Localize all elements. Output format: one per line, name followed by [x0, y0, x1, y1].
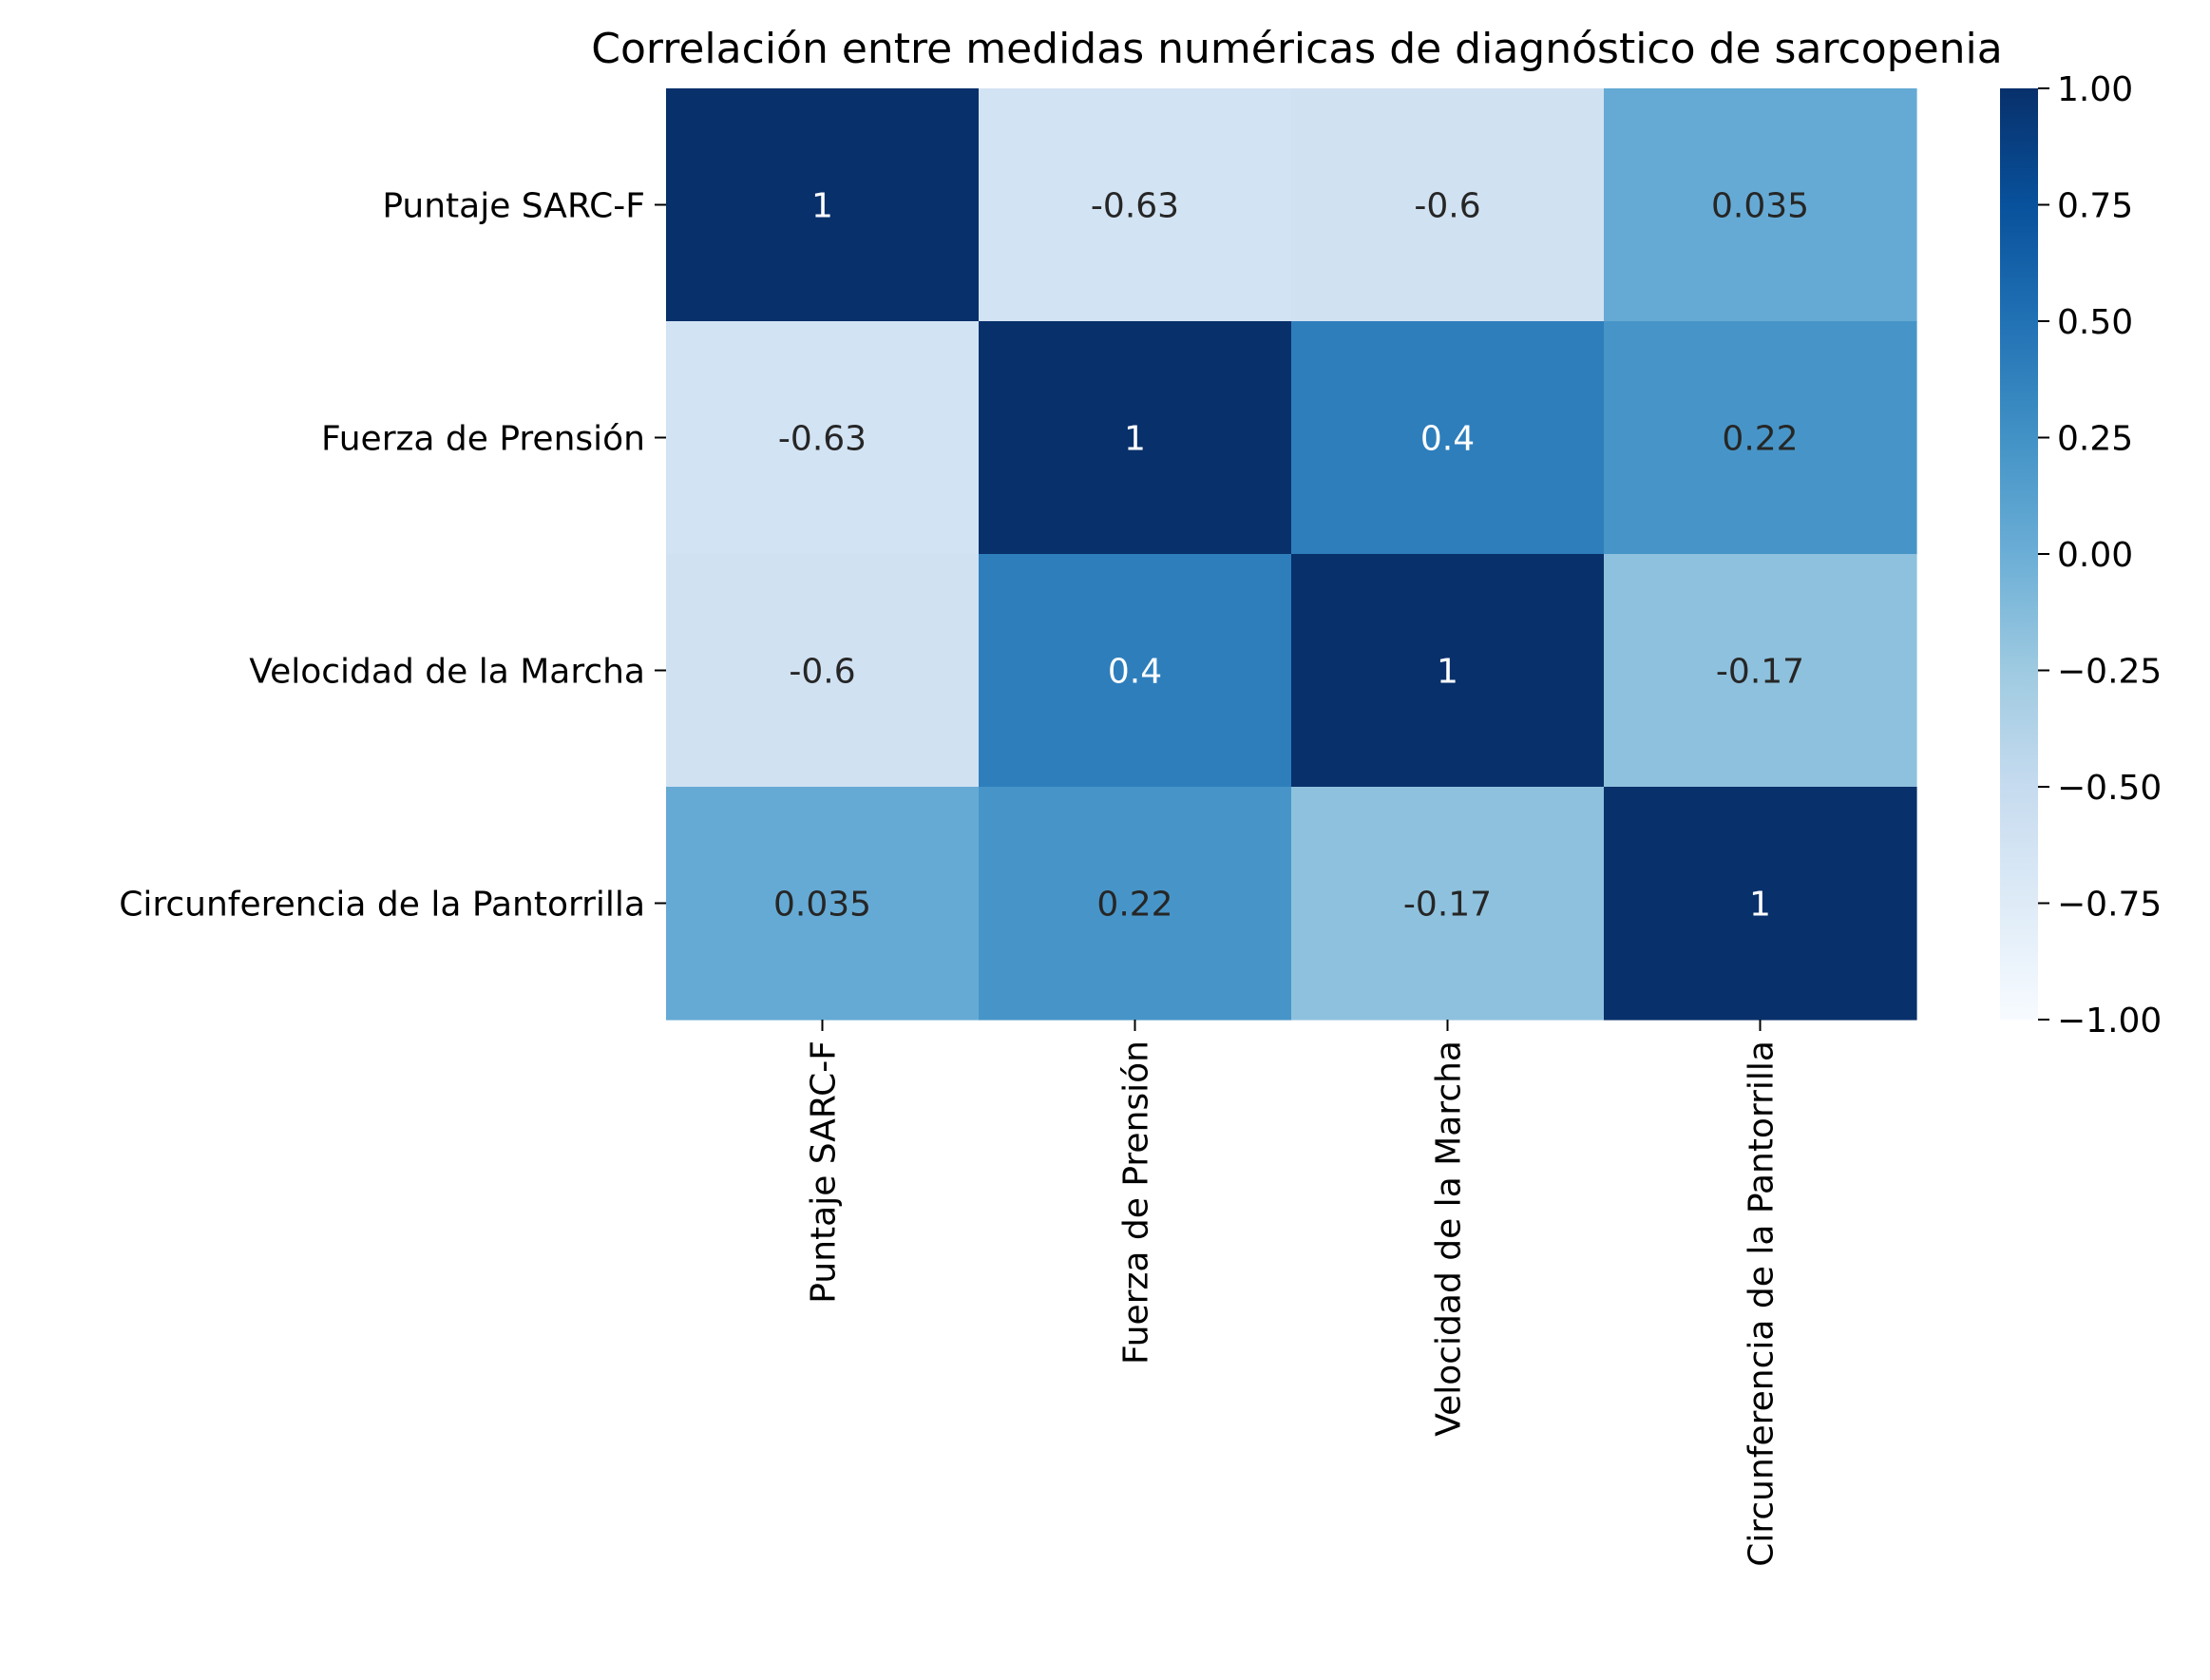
y-tick-label: Velocidad de la Marcha [249, 653, 645, 692]
heatmap-cell [1291, 554, 1605, 788]
colorbar-tick-label: −0.50 [2057, 769, 2162, 808]
heatmap-cell [666, 554, 980, 788]
cell-value-label: 0.22 [1096, 886, 1172, 925]
cell-value-label: 0.22 [1722, 420, 1798, 459]
colorbar-tick-label: 0.25 [2057, 420, 2133, 459]
heatmap-cell [666, 321, 980, 555]
colorbar-tick-label: 0.00 [2057, 536, 2133, 575]
x-tick-label: Velocidad de la Marcha [1430, 1040, 1469, 1437]
heatmap-cell [1291, 787, 1605, 1021]
colorbar-tick-label: 0.50 [2057, 303, 2133, 342]
cell-value-label: 1 [811, 187, 833, 226]
cell-value-label: -0.6 [789, 653, 855, 692]
cell-value-label: 0.4 [1108, 653, 1162, 692]
heatmap-cells: 1 -0.63 -0.6 0.035 -0.63 1 0.4 0.22 -0.6 0.4 1 -0.1… [666, 88, 1917, 1021]
colorbar: 1.00 0.75 0.50 0.25 0.00 −0.25 −0.50 −0.75 −1.00 [2000, 70, 2162, 1040]
heatmap-cell [666, 88, 980, 322]
heatmap-cell [979, 88, 1292, 322]
cell-value-label: -0.17 [1403, 886, 1492, 925]
y-tick-label: Fuerza de Prensión [321, 420, 645, 459]
cell-value-label: -0.6 [1414, 187, 1480, 226]
y-tick-label: Puntaje SARC-F [382, 187, 645, 226]
heatmap-cell [666, 787, 980, 1021]
heatmap-cell [1291, 88, 1605, 322]
cell-value-label: 1 [1124, 420, 1146, 459]
colorbar-tick-label: −0.25 [2057, 653, 2162, 692]
heatmap-cell [1604, 321, 1917, 555]
x-tick-label: Fuerza de Prensión [1117, 1040, 1156, 1365]
cell-value-label: 0.035 [1711, 187, 1809, 226]
colorbar-tick-label: 0.75 [2057, 187, 2133, 226]
cell-value-label: -0.63 [1091, 187, 1179, 226]
heatmap-cell [1604, 554, 1917, 788]
x-tick-label: Puntaje SARC-F [805, 1040, 844, 1304]
heatmap-cell [1291, 321, 1605, 555]
x-tick-label: Circunferencia de la Pantorrilla [1743, 1040, 1781, 1567]
cell-value-label: 1 [1437, 653, 1458, 692]
colorbar-tick-label: −0.75 [2057, 886, 2162, 925]
heatmap-cell [979, 554, 1292, 788]
cell-value-label: 0.4 [1420, 420, 1475, 459]
cell-value-label: 0.035 [773, 886, 871, 925]
chart-title: Correlación entre medidas numéricas de d… [591, 25, 2002, 73]
heatmap-cell [979, 321, 1292, 555]
colorbar-tick-label: −1.00 [2057, 1002, 2162, 1040]
cell-value-label: -0.17 [1716, 653, 1804, 692]
heatmap-cell [979, 787, 1292, 1021]
colorbar-gradient [2000, 88, 2038, 1020]
heatmap-cell [1604, 88, 1917, 322]
y-axis: Puntaje SARC-F Fuerza de Prensión Velocida… [119, 187, 666, 925]
x-axis: Puntaje SARC-F Fuerza de Prensión Velocida… [805, 1020, 1781, 1567]
cell-value-label: -0.63 [778, 420, 867, 459]
cell-value-label: 1 [1749, 886, 1771, 925]
heatmap-cell [1604, 787, 1917, 1021]
y-tick-label: Circunferencia de la Pantorrilla [119, 886, 645, 925]
colorbar-tick-label: 1.00 [2057, 70, 2133, 109]
